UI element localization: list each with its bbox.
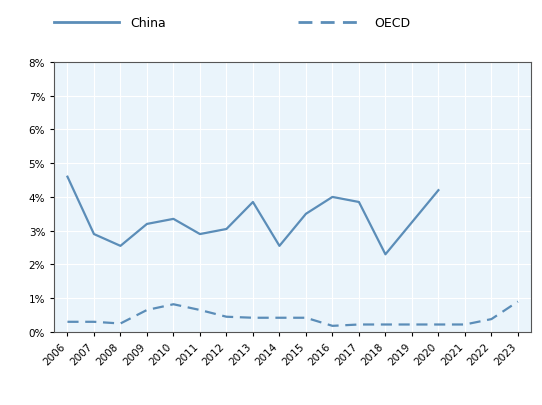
Text: OECD: OECD [374, 17, 410, 30]
Text: China: China [130, 17, 166, 30]
